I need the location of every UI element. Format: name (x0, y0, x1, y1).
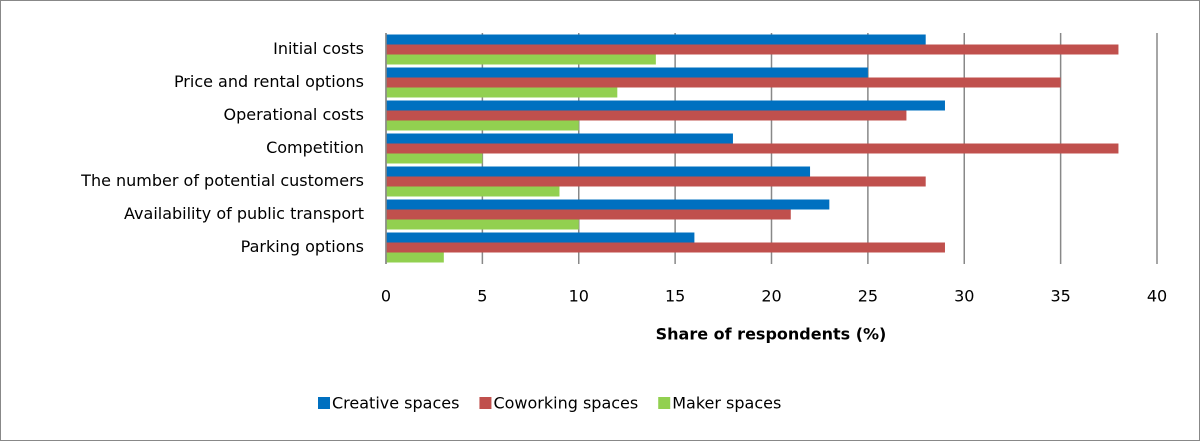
legend-swatch (658, 397, 671, 409)
bar (386, 54, 656, 65)
bar (386, 252, 444, 263)
x-tick-label: 40 (1147, 287, 1167, 306)
bar (386, 232, 695, 243)
y-tick-label: Initial costs (273, 39, 364, 58)
legend-swatch (318, 397, 330, 409)
bar (386, 209, 791, 220)
y-tick-label: Competition (266, 138, 364, 157)
legend-label: Coworking spaces (493, 394, 638, 413)
bar (386, 242, 945, 253)
bar (386, 87, 618, 98)
y-tick-label: Operational costs (224, 105, 365, 124)
bar (386, 34, 926, 45)
bar (386, 77, 1061, 88)
bar (386, 153, 483, 164)
bar (386, 67, 868, 78)
x-tick-label: 0 (381, 287, 391, 306)
legend-swatch (479, 397, 492, 409)
x-tick-label: 15 (665, 287, 685, 306)
y-tick-label: The number of potential customers (80, 171, 364, 190)
x-tick-label: 25 (858, 287, 878, 306)
bar (386, 110, 907, 121)
bar (386, 166, 811, 177)
bar (386, 199, 830, 210)
y-tick-label: Parking options (241, 237, 364, 256)
bar (386, 219, 579, 230)
y-tick-label: Availability of public transport (124, 204, 364, 223)
x-tick-label: 5 (477, 287, 487, 306)
legend-label: Creative spaces (332, 394, 459, 413)
bar (386, 100, 945, 111)
x-tick-label: 35 (1050, 287, 1070, 306)
bar (386, 120, 579, 131)
x-tick-label: 10 (569, 287, 589, 306)
bar (386, 143, 1119, 154)
legend-label: Maker spaces (672, 394, 781, 413)
x-axis-title: Share of respondents (%) (656, 325, 887, 344)
y-tick-label: Price and rental options (174, 72, 364, 91)
bar (386, 44, 1119, 55)
x-tick-label: 20 (761, 287, 781, 306)
x-tick-label: 30 (954, 287, 974, 306)
bar (386, 176, 926, 187)
bar (386, 133, 733, 144)
bar (386, 186, 560, 197)
